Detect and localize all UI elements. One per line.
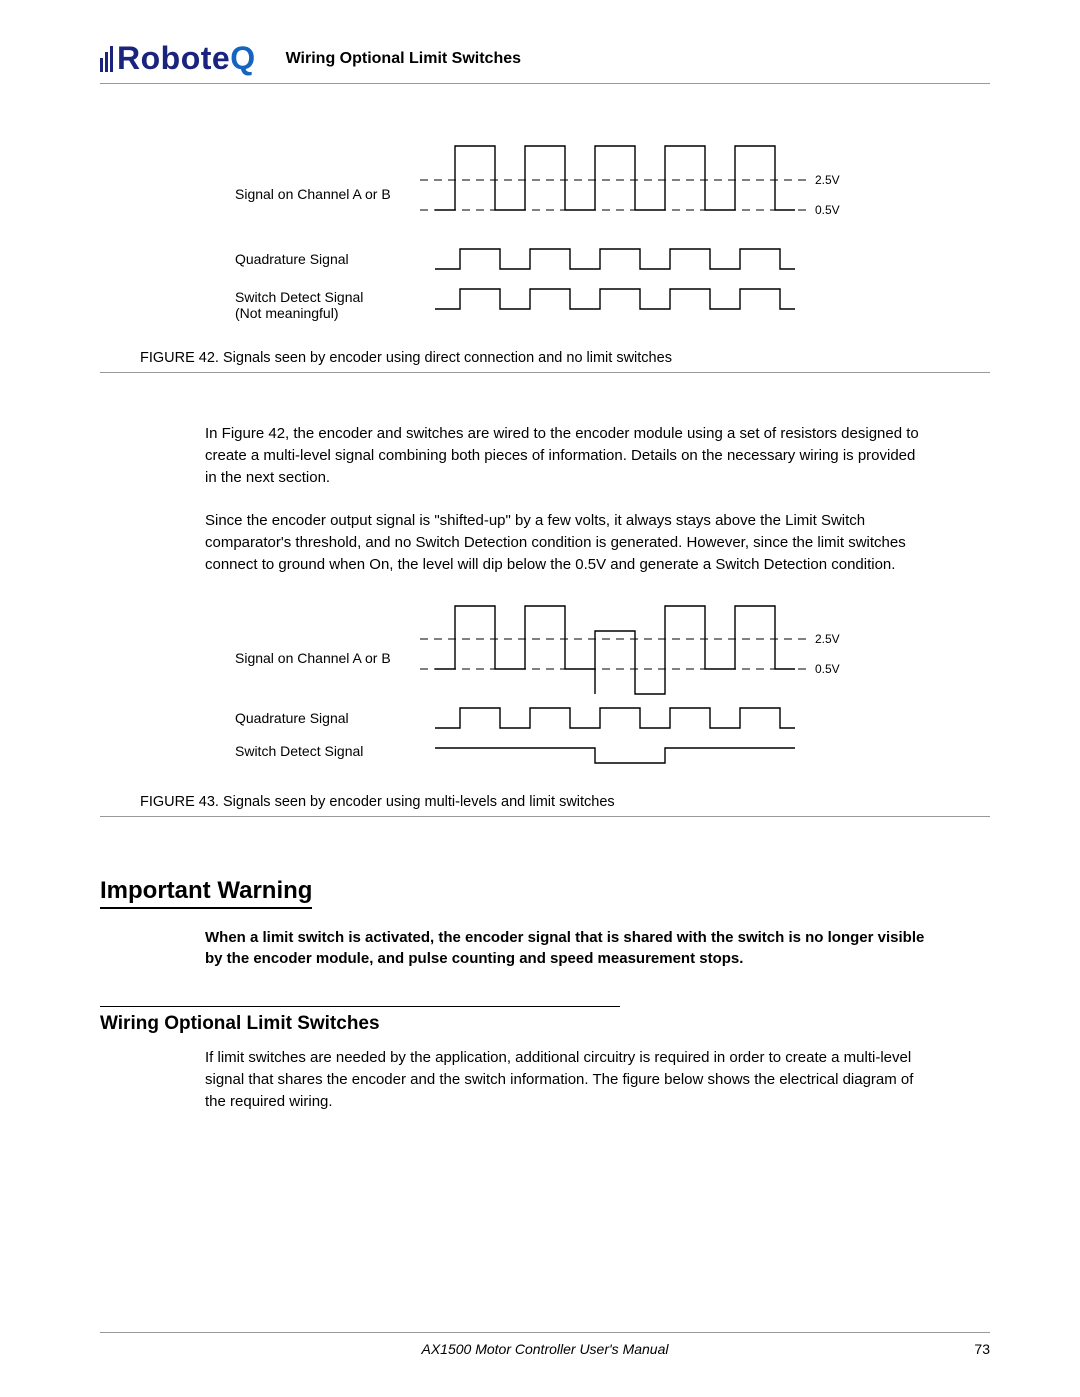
fig43-wave-detect: [435, 748, 795, 763]
fig43-label-quad: Quadrature Signal: [235, 710, 349, 726]
fig42-label-quad: Quadrature Signal: [235, 251, 349, 267]
fig43-vhigh: 2.5V: [815, 632, 840, 646]
fig43-label-signal: Signal on Channel A or B: [235, 650, 391, 666]
figure-43-svg: Signal on Channel A or B Quadrature Sign…: [235, 598, 875, 778]
section-rule: [100, 1006, 620, 1007]
logo-bars-icon: [100, 46, 113, 72]
logo: RoboteQ: [100, 40, 256, 77]
para-1: In Figure 42, the encoder and switches a…: [205, 423, 930, 488]
fig43-vlow: 0.5V: [815, 662, 840, 676]
fig42-wave-top: [435, 146, 795, 210]
footer-title: AX1500 Motor Controller User's Manual: [421, 1341, 668, 1357]
fig43-wave-quad: [435, 708, 795, 728]
section2-para: If limit switches are needed by the appl…: [205, 1047, 930, 1112]
warning-heading: Important Warning: [100, 877, 312, 909]
header-section-title: Wiring Optional Limit Switches: [286, 50, 521, 68]
fig42-vlow: 0.5V: [815, 203, 840, 217]
page-footer: AX1500 Motor Controller User's Manual 73: [100, 1332, 990, 1357]
fig43-label-switch: Switch Detect Signal: [235, 743, 363, 759]
figure-42-svg: Signal on Channel A or B Quadrature Sign…: [235, 134, 875, 334]
fig42-vhigh: 2.5V: [815, 173, 840, 187]
figure-43: Signal on Channel A or B Quadrature Sign…: [100, 598, 990, 817]
fig42-wave-detect: [435, 289, 795, 309]
warning-text: When a limit switch is activated, the en…: [205, 927, 930, 971]
logo-text-main: Robote: [117, 40, 230, 76]
page-header: RoboteQ Wiring Optional Limit Switches: [100, 40, 990, 84]
figure-43-caption: FIGURE 43. Signals seen by encoder using…: [100, 788, 990, 817]
logo-text-accent: Q: [230, 40, 255, 76]
section2-heading: Wiring Optional Limit Switches: [100, 1013, 990, 1035]
para-2: Since the encoder output signal is "shif…: [205, 510, 930, 575]
fig42-label-switch-sub: (Not meaningful): [235, 305, 339, 321]
fig42-label-switch: Switch Detect Signal: [235, 289, 363, 305]
fig42-wave-quad: [435, 249, 795, 269]
footer-page-number: 73: [974, 1341, 990, 1357]
fig42-label-signal: Signal on Channel A or B: [235, 186, 391, 202]
figure-42: Signal on Channel A or B Quadrature Sign…: [100, 134, 990, 373]
fig43-wave-top: [435, 606, 795, 694]
figure-42-caption: FIGURE 42. Signals seen by encoder using…: [100, 344, 990, 373]
